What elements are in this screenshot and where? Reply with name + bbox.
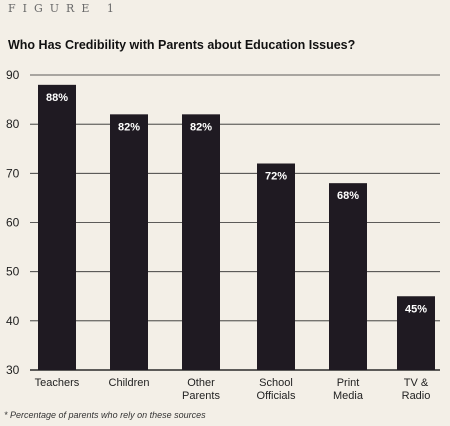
x-tick-label: Radio [402,390,431,402]
x-tick-label: School [259,377,293,389]
x-tick-label: Other [187,377,215,389]
data-label: 45% [405,303,427,315]
y-tick-label: 60 [6,216,20,230]
data-label: 82% [118,121,140,133]
x-tick-label: Print [337,377,360,389]
y-tick-label: 30 [6,363,20,377]
chart-title: Who Has Credibility with Parents about E… [8,38,356,52]
footnote: * Percentage of parents who rely on thes… [4,410,206,420]
y-tick-label: 80 [6,117,20,131]
data-label: 88% [46,92,68,104]
x-tick-label: Children [109,377,150,389]
data-label: 82% [190,121,212,133]
bar [182,114,220,370]
bar [257,163,295,370]
x-tick-label: Officials [257,390,296,402]
bar [397,296,435,370]
data-label: 68% [337,190,359,202]
bar [110,114,148,370]
figure-label: FIGURE 1 [8,2,121,15]
y-tick-label: 40 [6,314,20,328]
x-tick-label: TV & [404,377,429,389]
x-tick-label: Media [333,390,364,402]
x-tick-label: Teachers [35,377,80,389]
bar [329,183,367,370]
y-axis-ticks: 30 40 50 60 70 80 90 [6,68,20,377]
bars [38,84,435,370]
x-tick-label: Parents [182,390,220,402]
grid-lines [30,74,440,371]
y-tick-label: 90 [6,68,20,82]
data-label: 72% [265,171,287,183]
bar [38,84,76,370]
data-labels: 88% 82% 82% 72% 68% 45% [46,92,427,315]
y-tick-label: 70 [6,166,20,180]
y-tick-label: 50 [6,265,20,279]
